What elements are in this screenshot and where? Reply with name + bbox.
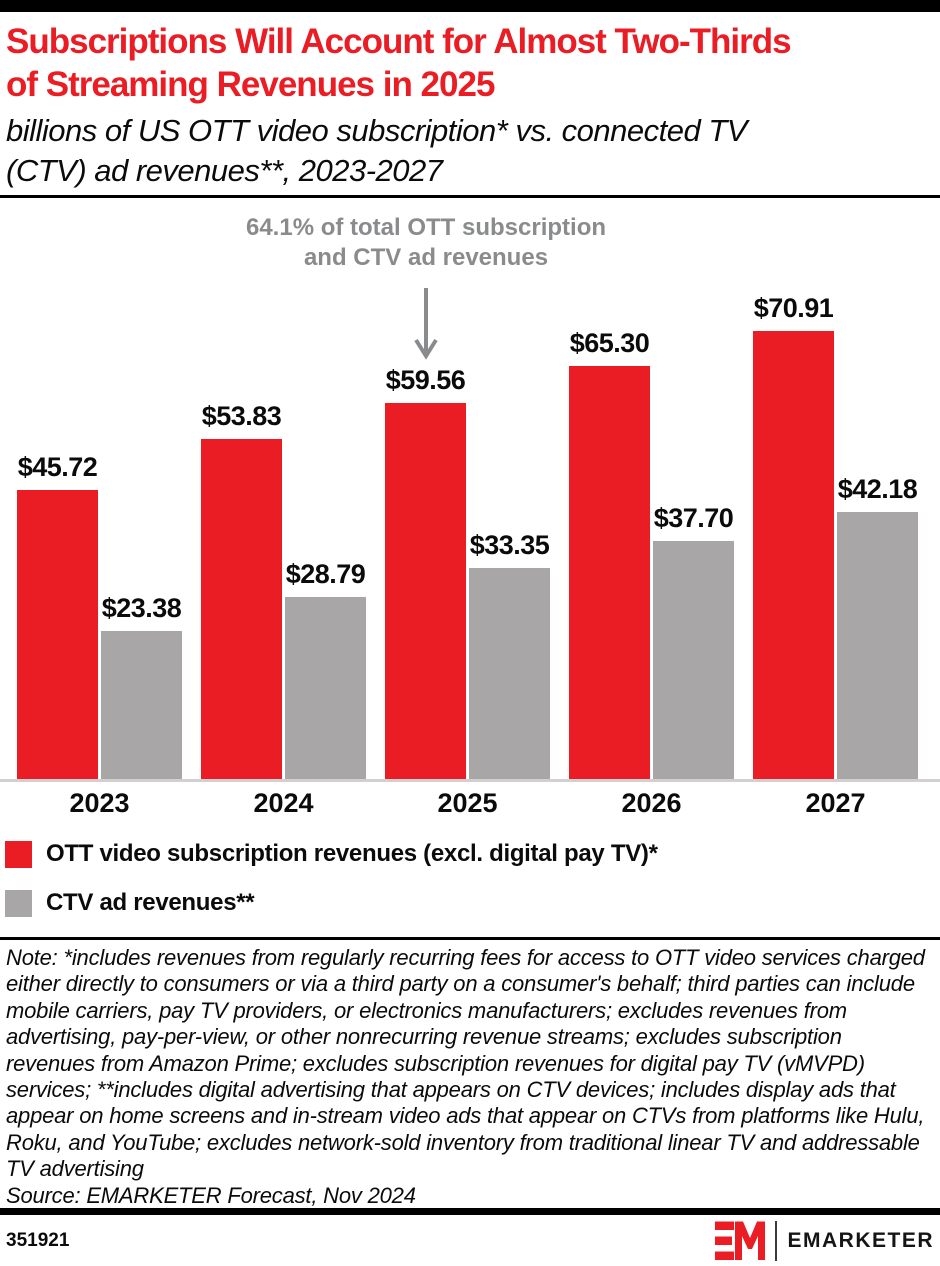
source-text: Source: EMARKETER Forecast, Nov 2024 [6,1182,416,1208]
bar-value-label: $23.38 [101,593,182,623]
bar-ctv-2024 [285,597,366,779]
legend: OTT video subscription revenues (excl. d… [5,840,658,917]
bar-ott-2027 [753,331,834,779]
chart-annotation: 64.1% of total OTT subscription and CTV … [246,213,606,273]
legend-swatch-gray [5,889,32,917]
top-accent-bar [0,0,940,12]
bar-value-label: $28.79 [285,559,366,589]
subtitle-line-1: billions of US OTT video subscription* v… [6,113,747,148]
plot-area: $45.72 $23.38 $53.83 $28.79 $59.56 $33.35 $65.… [0,198,940,779]
bar-value-label: $45.72 [17,452,98,482]
logo-divider [775,1221,778,1261]
bar-ctv-2027 [837,512,918,779]
bar-value-label: $33.35 [469,530,550,560]
legend-label-ott-subscription: OTT video subscription revenues (excl. d… [46,840,658,867]
footnote: Note: *includes revenues from regularly … [6,945,934,1209]
footer-divider [0,1208,940,1215]
bar-value-label: $65.30 [569,328,650,358]
legend-item-ott-subscription: OTT video subscription revenues (excl. d… [5,840,658,868]
brand-logo: EMARKETER [715,1221,934,1261]
legend-swatch-red [5,840,32,868]
note-text: Note: *includes revenues from regularly … [6,945,925,1182]
bar-ott-2023 [17,490,98,779]
bar-ott-2026 [569,366,650,779]
x-axis-label-2024: 2024 [253,788,314,818]
legend-label-ctv-ads: CTV ad revenues** [46,889,255,916]
subtitle-line-2: (CTV) ad revenues**, 2023-2027 [6,153,443,188]
bar-ott-2025 [385,403,466,779]
brand-name: EMARKETER [787,1229,934,1252]
x-axis-label-2027: 2027 [805,788,866,818]
x-axis-label-2026: 2026 [621,788,682,818]
note-divider [0,937,940,940]
bar-value-label: $70.91 [753,293,834,323]
title-line-2: of Streaming Revenues in 2025 [6,65,495,104]
x-axis-label-2025: 2025 [437,788,498,818]
title-line-1: Subscriptions Will Account for Almost Tw… [6,22,792,61]
chart-id: 351921 [6,1230,70,1251]
annotation-line-2: and CTV ad revenues [303,244,549,271]
emarketer-logo-mark-icon [715,1221,766,1260]
header-divider [0,195,940,198]
arrow-down-icon [414,288,438,360]
x-axis-line [0,779,940,782]
footer: 351921 EMARKETER [6,1220,934,1262]
bar-ctv-2026 [653,541,734,779]
header: Subscriptions Will Account for Almost Tw… [6,20,934,191]
bar-value-label: $42.18 [837,474,918,504]
bar-ctv-2025 [469,568,550,779]
bar-value-label: $53.83 [201,401,282,431]
bar-value-label: $59.56 [385,365,466,395]
legend-item-ctv-ads: CTV ad revenues** [5,889,658,917]
x-axis-label-2023: 2023 [69,788,130,818]
page-subtitle: billions of US OTT video subscription* v… [6,111,934,191]
bar-value-label: $37.70 [653,503,734,533]
bar-ott-2024 [201,439,282,779]
page-title: Subscriptions Will Account for Almost Tw… [6,20,934,106]
annotation-line-1: 64.1% of total OTT subscription [245,214,607,241]
bar-chart: 64.1% of total OTT subscription and CTV … [0,198,940,830]
bar-ctv-2023 [101,631,182,779]
